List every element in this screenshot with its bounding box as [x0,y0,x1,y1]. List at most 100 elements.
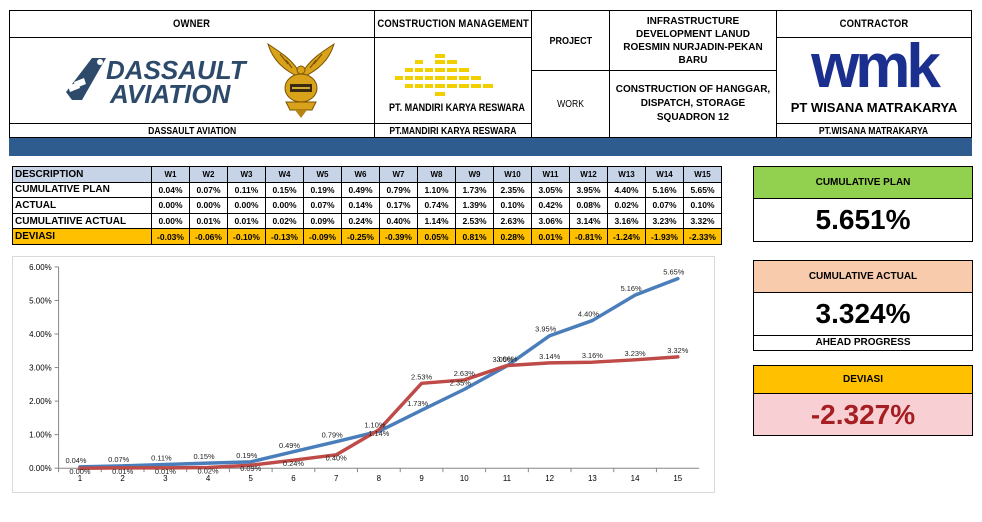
actual-data-label: 2.63% [454,369,475,378]
table-header-cell: W2 [189,166,228,183]
plan-data-label: 2.35% [450,378,471,387]
cm-name: PT.MANDIRI KARYA RESWARA [389,125,517,137]
owner-name: DASSAULT AVIATION [147,125,237,137]
table-cell: 0.79% [379,181,418,199]
table-row-actual: ACTUAL 0.00% 0.00% 0.00% 0.00% 0.07% 0.1… [12,197,722,214]
table-header-cell: W13 [607,166,646,183]
table-header-cell: W6 [341,166,380,183]
table-cell: -1.24% [607,228,646,245]
table-header-cell: W1 [151,166,190,183]
table-cell: 0.40% [379,212,418,230]
cm-logo-text: PT. MANDIRI KARYA RESWARA [389,102,525,114]
table-cell: 0.49% [341,181,380,199]
air-force-emblem-icon [267,42,335,118]
x-tick-label: 13 [588,474,597,483]
table-cell: -0.13% [265,228,304,245]
plan-data-label: 0.79% [322,431,343,440]
row-label: ACTUAL [12,197,152,214]
row-label: DEVIASI [12,228,152,245]
table-cell: -0.03% [151,228,190,245]
cumulative-actual-label: CUMULATIVE ACTUAL [754,261,972,293]
cumulative-plan-card: CUMULATIVE PLAN 5.651% [753,166,973,242]
table-header-cell: W9 [455,166,494,183]
project-value: INFRASTRUCTURE DEVELOPMENT LANUD ROESMIN… [623,15,763,66]
table-cell: -0.81% [569,228,608,245]
table-cell: 3.16% [607,212,646,230]
table-cell: 1.10% [417,181,456,199]
mandiri-logo-icon [395,54,493,96]
table-cell: 3.32% [683,212,722,230]
owner-logo-line2: AVIATION [110,79,231,109]
x-tick-label: 15 [673,474,682,483]
table-cell: 3.05% [531,181,570,199]
plan-data-label: 0.15% [194,452,215,461]
table-cell: 0.01% [189,212,228,230]
table-cell: 0.05% [417,228,456,245]
table-cell: 0.00% [189,197,228,214]
table-cell: 0.24% [341,212,380,230]
table-cell: 5.16% [645,181,684,199]
progress-table: DESCRIPTION W1 W2 W3 W4 W5 W6 W7 W8 W9 W… [12,166,722,245]
y-tick-label: 5.00% [29,296,51,305]
table-cell: 0.10% [493,197,532,214]
table-cell: 4.40% [607,181,646,199]
chart-data-labels: 0.04% 0.07% 0.11% 0.15% 0.19% 0.49% 0.79% 1.10%… [65,268,688,476]
contractor-logo-area: wmk PT WISANA MATRAKARYA [777,34,971,123]
table-cell: 0.07% [645,197,684,214]
x-tick-label: 11 [503,474,512,483]
contractor-title: CONTRACTOR [839,18,909,30]
table-header-cell: W5 [303,166,342,183]
table-cell: 0.10% [683,197,722,214]
table-cell: -0.25% [341,228,380,245]
table-header-cell: W4 [265,166,304,183]
y-tick-label: 0.00% [29,464,51,473]
plan-data-label: 0.04% [65,456,86,465]
table-header-cell: W14 [645,166,684,183]
actual-data-label: 3.06% [496,355,517,364]
table-header-cell: W7 [379,166,418,183]
actual-data-label: 1.14% [368,429,389,438]
table-cell: 2.63% [493,212,532,230]
table-cell: 0.17% [379,197,418,214]
cumulative-actual-card: CUMULATIVE ACTUAL 3.324% AHEAD PROGRESS [753,260,973,351]
contractor-logo-text: PT WISANA MATRAKARYA [790,100,958,115]
row-label: CUMULATIIVE ACTUAL [12,212,152,230]
dassault-logo-icon [66,58,106,100]
table-cell: 0.00% [151,197,190,214]
actual-data-label: 0.02% [198,466,219,475]
table-cell: 3.23% [645,212,684,230]
table-cell: 2.53% [455,212,494,230]
y-tick-label: 4.00% [29,330,51,339]
x-tick-label: 12 [545,474,554,483]
plan-data-label: 1.10% [364,420,385,429]
table-cell: 0.01% [227,212,266,230]
actual-data-label: 3.23% [625,349,646,358]
cm-title: CONSTRUCTION MANAGEMENT [377,18,529,30]
x-tick-label: 14 [631,474,640,483]
x-tick-label: 7 [334,474,338,483]
table-cell: 0.81% [455,228,494,245]
y-tick-label: 2.00% [29,397,51,406]
table-header-cell: W11 [531,166,570,183]
cumulative-plan-value: 5.651% [754,199,972,241]
table-cell: -2.33% [683,228,722,245]
x-tick-label: 5 [249,474,254,483]
table-cell: 0.01% [531,228,570,245]
actual-data-label: 0.09% [240,464,261,473]
actual-data-label: 0.40% [326,454,347,463]
table-cell: 0.74% [417,197,456,214]
table-cell: -0.39% [379,228,418,245]
plan-data-label: 0.49% [279,441,300,450]
table-cell: 0.11% [227,181,266,199]
actual-series-line [78,355,680,470]
table-row-cumulative-actual: CUMULATIIVE ACTUAL 0.00% 0.01% 0.01% 0.0… [12,212,722,230]
table-cell: 0.09% [303,212,342,230]
plan-data-label: 5.16% [621,284,642,293]
table-header-cell: W3 [227,166,266,183]
owner-logo-area: DASSAULT AVIATION [10,37,374,123]
contractor-block: CONTRACTOR wmk PT WISANA MATRAKARYA PT.W… [776,10,972,138]
x-tick-label: 1 [78,474,83,483]
table-cell: 2.35% [493,181,532,199]
plan-data-label: 4.40% [578,310,599,319]
x-tick-label: 8 [377,474,382,483]
